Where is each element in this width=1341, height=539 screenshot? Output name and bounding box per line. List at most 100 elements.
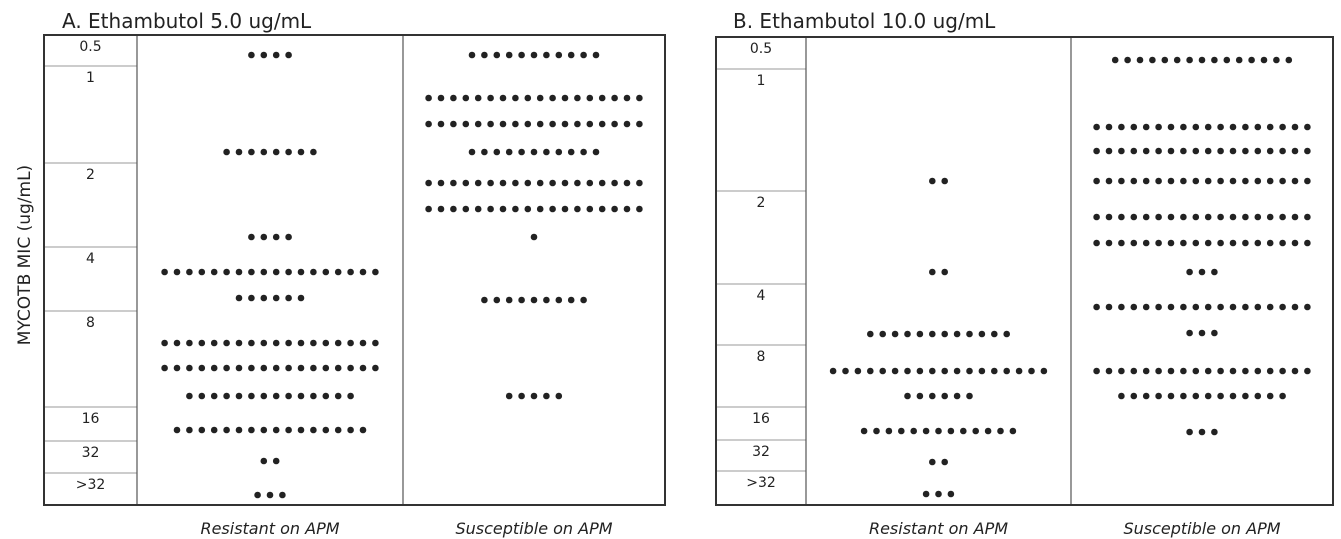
isolate-dot	[941, 330, 948, 338]
isolate-dot	[297, 148, 305, 156]
isolate-dot	[1248, 56, 1255, 64]
isolate-dot	[1198, 268, 1206, 276]
isolate-dot	[1155, 213, 1162, 221]
isolate-dot	[1142, 239, 1150, 247]
isolate-dot	[272, 233, 280, 241]
isolate-dot	[450, 94, 457, 102]
isolate-dot	[347, 268, 354, 276]
isolate-dot	[929, 330, 936, 338]
isolate-dot	[953, 392, 961, 400]
isolate-dot	[586, 94, 594, 102]
isolate-dot	[499, 179, 507, 187]
isolate-dot	[260, 392, 268, 400]
isolate-dot	[978, 330, 986, 338]
isolate-dot	[359, 426, 367, 434]
isolate-dot	[161, 339, 168, 347]
isolate-dot	[512, 120, 519, 128]
isolate-dot	[1118, 392, 1125, 400]
isolate-dot	[1142, 177, 1150, 185]
isolate-dot	[1254, 239, 1262, 247]
isolate-dot	[1180, 177, 1187, 185]
isolate-dot	[1142, 367, 1150, 375]
isolate-dot	[1235, 56, 1243, 64]
mic-tick-label: 8	[757, 349, 766, 365]
isolate-dot	[1142, 303, 1150, 311]
isolate-dot	[1291, 303, 1299, 311]
isolate-dot	[186, 339, 193, 347]
isolate-dot	[347, 426, 354, 434]
isolate-dot	[873, 427, 880, 435]
isolate-dot	[1273, 56, 1280, 64]
isolate-dot	[1217, 239, 1224, 247]
mic-tick-label: 16	[752, 411, 770, 427]
isolate-dot	[512, 205, 519, 213]
isolate-dot	[1105, 303, 1113, 311]
isolate-dot	[235, 268, 243, 276]
isolate-dot	[1291, 213, 1299, 221]
isolate-dot	[1242, 213, 1249, 221]
isolate-dot	[1118, 177, 1125, 185]
isolate-dot	[972, 427, 979, 435]
isolate-dot	[991, 330, 998, 338]
isolate-dot	[487, 179, 494, 187]
isolate-dot	[1266, 123, 1274, 131]
isolate-dot	[1028, 367, 1035, 375]
panel-title: B. Ethambutol 10.0 ug/mL	[733, 9, 996, 33]
isolate-dot	[1204, 123, 1212, 131]
isolate-dot	[611, 94, 618, 102]
isolate-dot	[1118, 367, 1125, 375]
isolate-dot	[1093, 213, 1100, 221]
isolate-dot	[1130, 392, 1138, 400]
isolate-dot	[549, 179, 556, 187]
isolate-dot	[1167, 239, 1175, 247]
isolate-dot	[474, 179, 482, 187]
isolate-dot	[285, 148, 292, 156]
isolate-dot	[1279, 367, 1286, 375]
isolate-dot	[1242, 392, 1249, 400]
isolate-dot	[524, 120, 532, 128]
isolate-dot	[518, 392, 525, 400]
isolate-dot	[505, 51, 513, 59]
isolate-dot	[1198, 56, 1206, 64]
series-susceptible	[425, 51, 643, 400]
isolate-dot	[574, 94, 581, 102]
isolate-dot	[1279, 303, 1286, 311]
isolate-dot	[561, 205, 569, 213]
isolate-dot	[462, 179, 470, 187]
isolate-dot	[1304, 367, 1311, 375]
isolate-dot	[1105, 239, 1113, 247]
isolate-dot	[543, 392, 550, 400]
isolate-dot	[1266, 303, 1274, 311]
isolate-dot	[1254, 213, 1262, 221]
isolate-dot	[1279, 392, 1286, 400]
isolate-dot	[1180, 303, 1187, 311]
isolate-dot	[941, 367, 948, 375]
isolate-dot	[1279, 177, 1286, 185]
isolate-dot	[493, 51, 501, 59]
isolate-dot	[285, 294, 292, 302]
isolate-dot	[1242, 177, 1249, 185]
isolate-dot	[462, 205, 470, 213]
isolate-dot	[322, 339, 330, 347]
isolate-dot	[186, 392, 193, 400]
isolate-dot	[586, 179, 594, 187]
isolate-dot	[334, 364, 342, 372]
isolate-dot	[425, 120, 432, 128]
isolate-dot	[334, 392, 342, 400]
isolate-dot	[592, 51, 600, 59]
isolate-dot	[266, 491, 274, 499]
isolate-dot	[272, 392, 280, 400]
isolate-dot	[248, 233, 255, 241]
isolate-dot	[860, 427, 868, 435]
isolate-dot	[1304, 303, 1311, 311]
isolate-dot	[1229, 367, 1237, 375]
isolate-dot	[929, 367, 936, 375]
isolate-dot	[842, 367, 849, 375]
isolate-dot	[297, 364, 305, 372]
isolate-dot	[235, 392, 243, 400]
isolate-dot	[536, 120, 544, 128]
isolate-dot	[1192, 392, 1200, 400]
y-axis-label: MYCOTB MIC (ug/mL)	[15, 165, 35, 345]
isolate-dot	[636, 94, 643, 102]
